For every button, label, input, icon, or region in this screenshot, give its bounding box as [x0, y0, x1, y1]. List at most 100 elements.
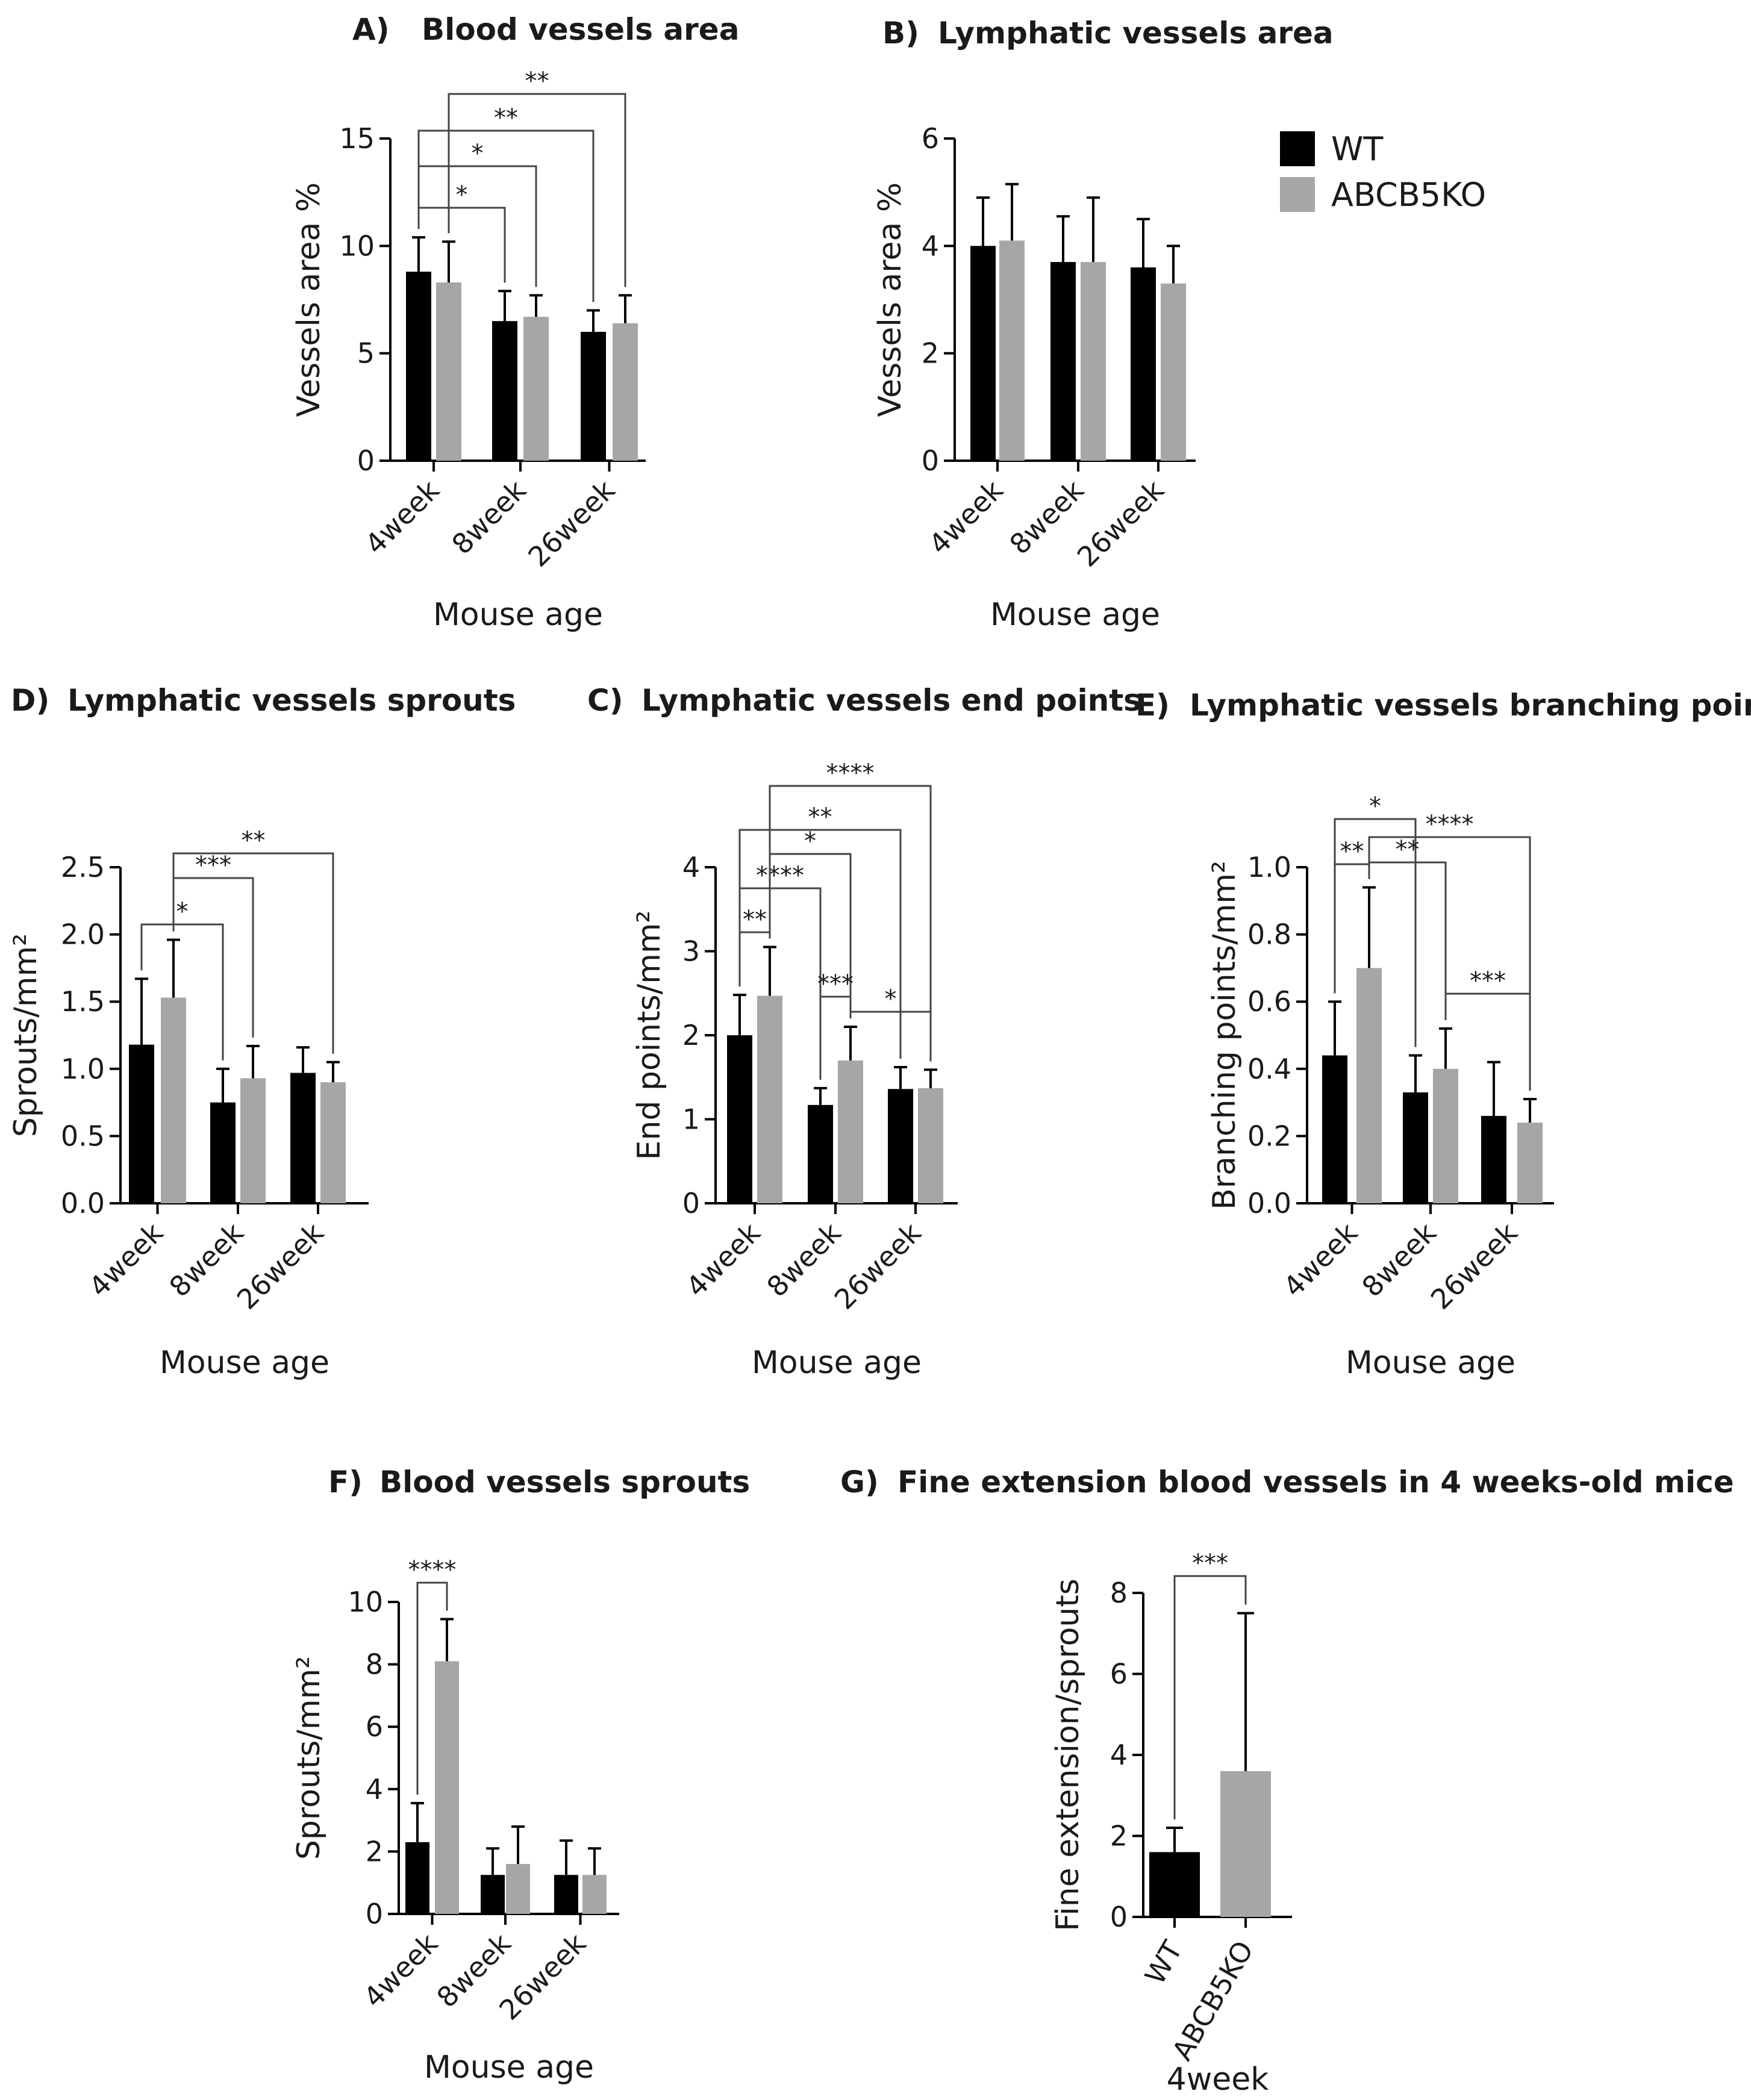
legend-label-wt: WT [1331, 130, 1384, 168]
bar-F-WT-26week [554, 1875, 578, 1914]
bar-A-ABCB5KO-26week [613, 323, 638, 461]
significance-bracket-C [819, 995, 852, 1080]
significance-bracket-C [769, 785, 932, 1062]
panel-label-B: B) [882, 16, 919, 51]
y-tick-label-F: 2 [366, 1835, 383, 1868]
y-tick-label-G: 6 [1110, 1658, 1128, 1690]
y-axis-label-C: End points/mm² [631, 911, 667, 1161]
bar-A-WT-26week [581, 332, 606, 461]
x-tick-label-A: 26week [522, 473, 621, 573]
panel-title-E: Lymphatic vessels branching points [1190, 688, 1751, 723]
bar-C-WT-26week [888, 1089, 913, 1203]
panel-title-F: Blood vessels sprouts [379, 1465, 750, 1500]
panel-label-F: F) [328, 1465, 363, 1500]
bar-E-ABCB5KO-8week [1433, 1068, 1458, 1203]
chart-D: D) Lymphatic vessels sprouts 0.0 0.5 1.0 1.5 2… [8, 683, 516, 1381]
y-tick-label-D: 0.0 [61, 1187, 105, 1220]
bar-B-WT-4week [970, 246, 996, 461]
bar-F-ABCB5KO-8week [506, 1864, 530, 1914]
bar-D-WT-26week [290, 1073, 316, 1203]
significance-label-D: * [176, 898, 189, 926]
bar-D-ABCB5KO-8week [240, 1078, 266, 1203]
bar-D-ABCB5KO-4week [161, 997, 186, 1203]
significance-label-E: *** [1470, 967, 1506, 995]
significance-bracket-D [172, 852, 334, 1054]
significance-bracket-C [738, 829, 902, 1059]
bar-G-WT [1149, 1852, 1200, 1917]
y-tick-label-C: 2 [682, 1019, 700, 1052]
significance-label-C: ** [743, 906, 767, 933]
legend-swatch-abcb5ko [1280, 177, 1315, 212]
y-tick-label-B: 6 [922, 122, 939, 155]
y-tick-label-A: 5 [357, 337, 375, 370]
panel-label-D: D) [11, 683, 49, 718]
significance-label-D: ** [242, 827, 266, 855]
significance-bracket-A [448, 93, 626, 287]
bar-F-WT-4week [405, 1842, 429, 1914]
legend-label-abcb5ko: ABCB5KO [1331, 176, 1486, 214]
y-tick-label-B: 2 [922, 337, 939, 370]
panel-label-A: A) [352, 12, 390, 47]
bar-C-ABCB5KO-26week [918, 1088, 943, 1203]
y-tick-label-D: 0.5 [61, 1120, 105, 1152]
significance-bracket-A [417, 165, 537, 287]
x-tick-label-B: 4week [922, 473, 1010, 561]
panel-title-D: Lymphatic vessels sprouts [67, 683, 516, 718]
significance-bracket-E [1368, 836, 1531, 1091]
significance-bracket-E [1444, 992, 1531, 1091]
x-tick-label-D: 26week [231, 1216, 330, 1315]
y-tick-label-C: 1 [682, 1103, 700, 1136]
y-tick-label-F: 10 [348, 1586, 383, 1618]
y-tick-label-B: 4 [922, 229, 939, 262]
significance-label-A: ** [494, 104, 518, 132]
significance-bracket-C [738, 931, 771, 987]
bar-B-ABCB5KO-8week [1081, 262, 1106, 461]
y-axis-label-D: Sprouts/mm² [8, 933, 44, 1137]
bar-A-WT-8week [492, 321, 517, 461]
significance-label-A: * [456, 181, 468, 209]
significance-label-C: *** [817, 970, 854, 998]
y-tick-label-E: 0.8 [1247, 918, 1291, 951]
bar-E-WT-8week [1403, 1092, 1428, 1203]
x-tick-label-E: 4week [1277, 1216, 1364, 1303]
significance-label-E: * [1369, 793, 1381, 820]
bar-D-WT-8week [210, 1102, 236, 1203]
significance-label-C: ** [808, 803, 832, 831]
significance-label-A: * [472, 140, 484, 167]
significance-bracket-F [416, 1581, 448, 1795]
bar-C-WT-4week [727, 1035, 752, 1203]
y-tick-label-E: 0.0 [1247, 1187, 1291, 1220]
bar-A-ABCB5KO-4week [436, 282, 461, 461]
bar-G-ABCB5KO [1220, 1771, 1271, 1917]
x-tick-label-B: 26week [1071, 473, 1170, 573]
y-tick-label-E: 0.4 [1247, 1053, 1291, 1085]
x-axis-label-G: 4week [1167, 2061, 1269, 2098]
bar-B-ABCB5KO-4week [999, 240, 1025, 461]
y-axis-label-G: Fine extension/sprouts [1050, 1578, 1086, 1931]
y-tick-label-C: 0 [682, 1187, 700, 1220]
panel-label-G: G) [840, 1465, 879, 1500]
significance-bracket-A [417, 207, 506, 283]
bar-B-ABCB5KO-26week [1161, 283, 1186, 461]
significance-bracket-E [1334, 818, 1417, 1047]
bar-E-WT-26week [1481, 1115, 1506, 1203]
y-tick-label-B: 0 [922, 444, 939, 477]
chart-E: E) Lymphatic vessels branching points 0.0 0… [1135, 688, 1751, 1381]
y-tick-label-D: 1.5 [61, 985, 105, 1018]
y-tick-label-F: 0 [366, 1898, 383, 1930]
y-tick-label-G: 0 [1110, 1901, 1128, 1933]
bar-C-ABCB5KO-4week [757, 995, 782, 1203]
y-axis-label-A: Vessels area % [291, 182, 327, 417]
y-tick-label-G: 4 [1110, 1739, 1128, 1771]
y-tick-label-C: 3 [682, 935, 700, 968]
bar-B-WT-26week [1131, 267, 1156, 461]
x-axis-label-E: Mouse age [1346, 1345, 1515, 1381]
panel-title-B: Lymphatic vessels area [938, 16, 1334, 51]
panel-title-C: Lymphatic vessels end points [641, 683, 1141, 718]
bar-C-WT-8week [808, 1105, 833, 1203]
significance-label-C: **** [826, 759, 875, 787]
y-tick-label-E: 0.2 [1247, 1120, 1291, 1152]
y-tick-label-F: 4 [366, 1773, 383, 1806]
bar-E-ABCB5KO-4week [1356, 968, 1382, 1203]
